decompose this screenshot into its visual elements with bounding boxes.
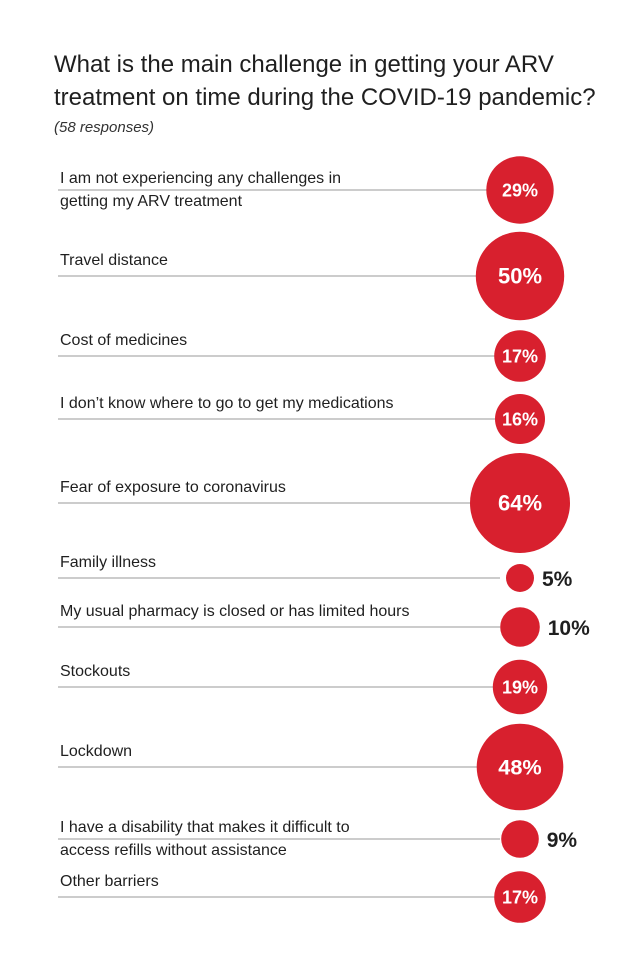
category-label: My usual pharmacy is closed or has limit… — [60, 603, 409, 620]
value-bubble — [494, 330, 546, 382]
value-label: 16% — [502, 409, 538, 429]
category-label: Cost of medicines — [60, 332, 187, 349]
value-bubble — [492, 659, 548, 715]
category-label: access refills without assistance — [60, 842, 287, 859]
value-label: 17% — [502, 346, 538, 366]
category-label: Lockdown — [60, 743, 132, 760]
category-label: Family illness — [60, 554, 156, 571]
category-label: I don’t know where to go to get my medic… — [60, 395, 394, 412]
value-label: 5% — [542, 568, 573, 591]
value-label: 48% — [498, 755, 541, 780]
category-label: I am not experiencing any challenges in — [60, 170, 341, 187]
value-label: 10% — [548, 617, 590, 640]
category-label: Other barriers — [60, 873, 159, 890]
category-label: Fear of exposure to coronavirus — [60, 479, 286, 496]
response-count: (58 responses) — [54, 119, 155, 136]
value-label: 29% — [502, 180, 538, 200]
value-bubble — [500, 607, 540, 647]
category-label: Stockouts — [60, 663, 130, 680]
category-label: I have a disability that makes it diffic… — [60, 819, 350, 836]
chart-title: What is the main challenge in getting yo… — [54, 51, 596, 111]
category-label: Travel distance — [60, 252, 168, 269]
value-bubble — [476, 723, 564, 811]
category-label: getting my ARV treatment — [60, 193, 243, 210]
value-bubble — [486, 156, 554, 224]
value-label: 64% — [498, 491, 542, 516]
value-bubble — [506, 564, 534, 592]
value-bubble — [470, 453, 570, 553]
value-bubble — [494, 871, 546, 923]
value-bubble — [475, 231, 565, 321]
value-label: 50% — [498, 264, 542, 289]
value-label: 17% — [502, 887, 538, 907]
value-bubble — [495, 394, 545, 444]
value-label: 9% — [547, 829, 578, 852]
value-bubble — [501, 820, 539, 858]
value-label: 19% — [502, 677, 538, 697]
